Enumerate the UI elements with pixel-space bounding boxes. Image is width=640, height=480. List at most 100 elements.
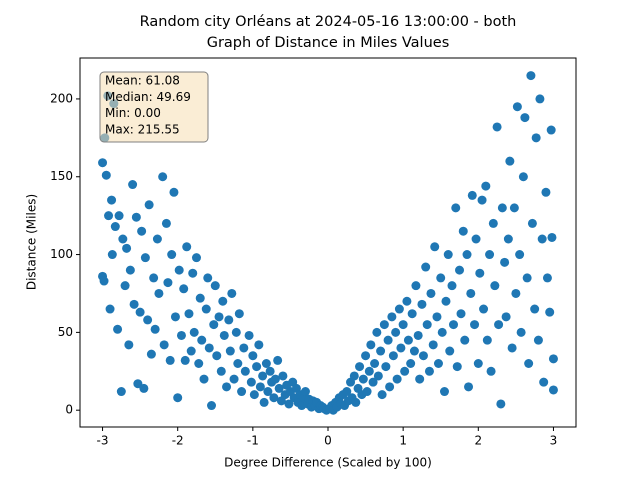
point <box>300 387 310 397</box>
point <box>548 385 558 395</box>
point <box>507 343 517 353</box>
point <box>500 257 510 267</box>
point <box>263 387 273 397</box>
x-tick-label: -2 <box>172 434 184 448</box>
x-tick-label: 2 <box>474 434 482 448</box>
point <box>252 362 262 372</box>
point <box>184 309 194 319</box>
point <box>248 351 258 361</box>
point <box>391 327 401 337</box>
point <box>473 359 483 369</box>
y-tick-label: 50 <box>58 325 73 339</box>
point <box>479 304 489 314</box>
point <box>124 340 134 350</box>
point <box>131 212 141 222</box>
point <box>535 94 545 104</box>
point <box>383 335 393 345</box>
point <box>195 293 205 303</box>
y-tick-label: 0 <box>65 403 73 417</box>
point <box>428 340 438 350</box>
point <box>180 355 190 365</box>
point <box>422 320 432 330</box>
point <box>246 377 256 387</box>
point <box>362 387 372 397</box>
point <box>497 203 507 213</box>
point <box>284 399 294 409</box>
point <box>398 320 408 330</box>
point <box>114 211 124 221</box>
point <box>107 250 117 260</box>
point <box>105 304 115 314</box>
point <box>381 362 391 372</box>
y-tick-label: 100 <box>50 247 73 261</box>
point <box>116 387 126 397</box>
point <box>188 268 198 278</box>
point <box>456 309 466 319</box>
point <box>542 273 552 283</box>
point <box>104 211 114 221</box>
point <box>216 366 226 376</box>
point <box>274 383 284 393</box>
point <box>387 312 397 322</box>
point <box>531 133 541 143</box>
point <box>259 397 269 407</box>
point <box>388 351 398 361</box>
point <box>214 312 224 322</box>
point <box>403 335 413 345</box>
point <box>107 195 117 205</box>
point <box>152 234 162 244</box>
point <box>392 374 402 384</box>
x-tick-label: 1 <box>399 434 407 448</box>
point <box>527 218 537 228</box>
point <box>464 382 474 392</box>
point <box>173 393 183 403</box>
point <box>467 190 477 200</box>
point <box>170 312 180 322</box>
point <box>191 253 201 263</box>
point <box>372 327 382 337</box>
point <box>254 340 264 350</box>
point <box>524 359 534 369</box>
point <box>503 234 513 244</box>
point <box>227 288 237 298</box>
point <box>113 324 123 334</box>
point <box>494 320 504 330</box>
point <box>548 354 558 364</box>
point <box>176 330 186 340</box>
point <box>546 125 556 135</box>
point <box>137 226 147 236</box>
point <box>265 366 275 376</box>
point <box>512 102 522 112</box>
point <box>505 156 515 166</box>
stats-line: Median: 49.69 <box>105 90 191 104</box>
point <box>488 218 498 228</box>
point <box>445 346 455 356</box>
stats-line: Mean: 61.08 <box>105 74 180 88</box>
point <box>460 335 470 345</box>
point <box>409 346 419 356</box>
point <box>212 351 222 361</box>
point <box>218 296 228 306</box>
point <box>433 359 443 369</box>
chart-subtitle: Graph of Distance in Miles Values <box>207 35 450 51</box>
point <box>98 158 108 168</box>
point <box>501 312 511 322</box>
point <box>520 113 530 123</box>
point <box>233 359 243 369</box>
point <box>452 362 462 372</box>
point <box>169 187 179 197</box>
point <box>537 234 547 244</box>
point <box>204 343 214 353</box>
point <box>258 371 268 381</box>
point <box>415 374 425 384</box>
point <box>509 203 519 213</box>
x-tick-label: 0 <box>324 434 332 448</box>
point <box>99 276 109 286</box>
point <box>485 250 495 260</box>
point <box>475 268 485 278</box>
point <box>120 281 130 291</box>
point <box>219 330 229 340</box>
point <box>436 273 446 283</box>
point <box>128 180 138 190</box>
point <box>234 309 244 319</box>
